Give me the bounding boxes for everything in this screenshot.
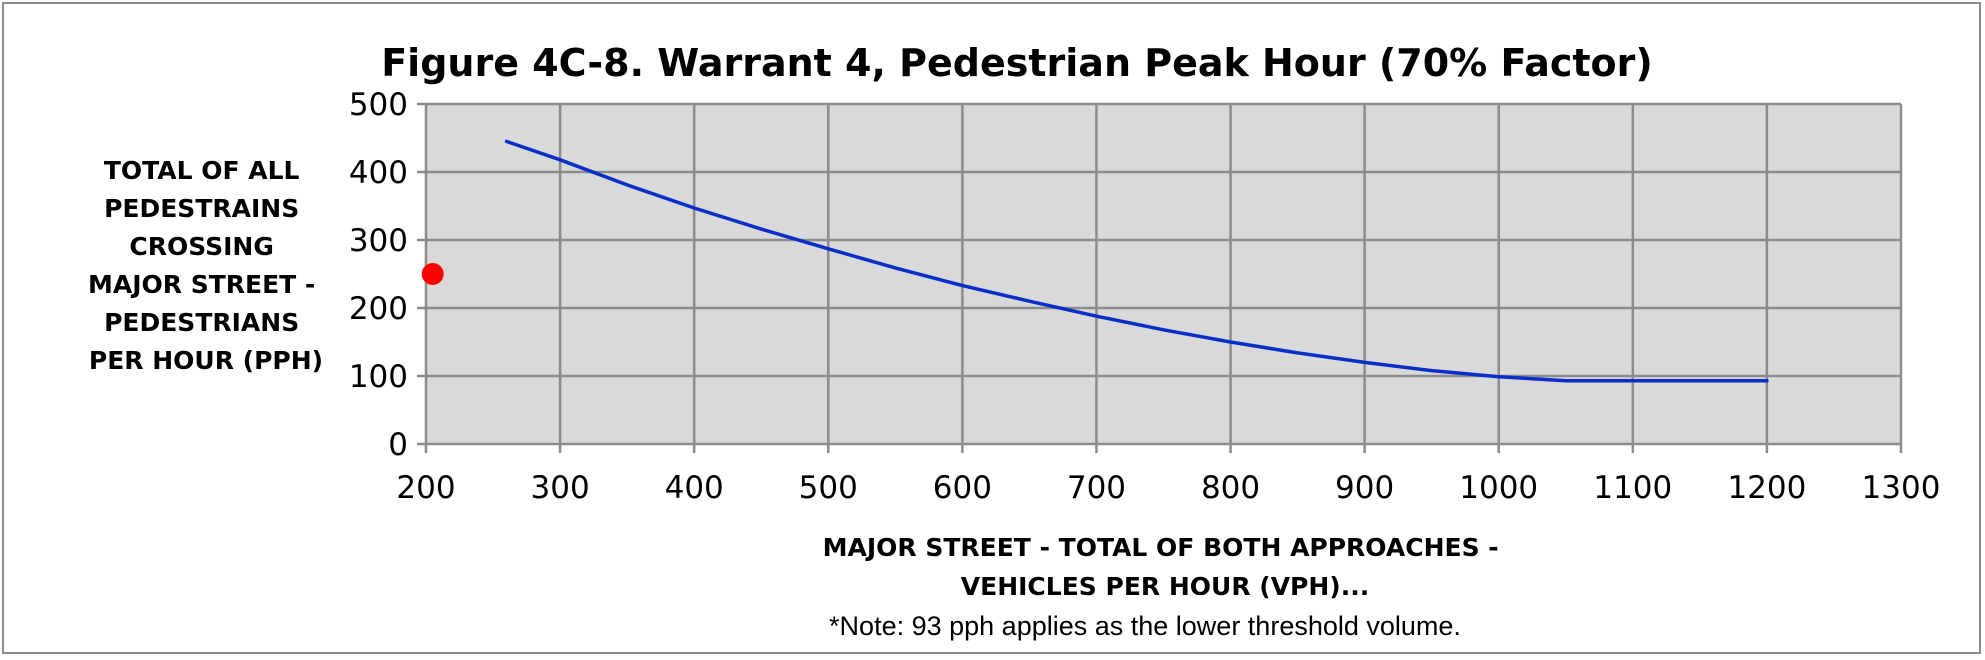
warrant-threshold-curve: [504, 139, 1769, 383]
x-axis-label-line-1: MAJOR STREET - TOTAL OF BOTH APPROACHES …: [823, 533, 1499, 562]
x-tick-label: 1300: [1862, 470, 1941, 506]
y-axis-label-line-3: CROSSING: [129, 232, 273, 261]
y-axis-label-line-1: TOTAL OF ALL: [104, 156, 300, 185]
x-tick-label: 900: [1335, 470, 1394, 506]
y-tick-label: 300: [349, 223, 408, 259]
x-axis-label-line-2: VEHICLES PER HOUR (VPH)...: [961, 572, 1369, 601]
y-tick-label: 0: [388, 427, 408, 463]
chart-title: Figure 4C-8. Warrant 4, Pedestrian Peak …: [381, 41, 1653, 85]
x-tick-label: 600: [933, 470, 992, 506]
y-axis-label-line-4: MAJOR STREET -: [88, 270, 315, 299]
x-tick-label: 500: [799, 470, 858, 506]
x-tick-label: 800: [1201, 470, 1260, 506]
data-point: [421, 263, 444, 285]
y-axis-label-line-5: PEDESTRIANS: [104, 308, 299, 337]
series-group: [421, 139, 1769, 383]
grid: [417, 102, 1903, 453]
y-tick-label: 100: [349, 359, 408, 395]
y-axis-label-line-2: PEDESTRAINS: [104, 194, 299, 223]
y-tick-label: 400: [349, 155, 408, 191]
x-tick-label: 700: [1067, 470, 1126, 506]
x-tick-label: 1000: [1459, 470, 1538, 506]
y-tick-label: 500: [349, 87, 408, 123]
x-axis-ticks: 200 300 400 500 600 700 800 900 1000 1100 1200 1300: [396, 470, 1940, 506]
plot-area: [426, 104, 1901, 444]
x-tick-label: 300: [531, 470, 590, 506]
threshold-note: *Note: 93 pph applies as the lower thres…: [829, 611, 1461, 641]
x-tick-label: 400: [665, 470, 724, 506]
x-tick-label: 200: [396, 470, 455, 506]
x-axis-label: MAJOR STREET - TOTAL OF BOTH APPROACHES …: [823, 533, 1508, 601]
y-axis-ticks: 0 100 200 300 400 500: [349, 87, 408, 463]
chart: Figure 4C-8. Warrant 4, Pedestrian Peak …: [88, 41, 1940, 641]
y-tick-label: 200: [349, 291, 408, 327]
y-axis-label: TOTAL OF ALL PEDESTRAINS CROSSING MAJOR …: [88, 156, 324, 375]
x-tick-label: 1100: [1593, 470, 1672, 506]
x-tick-label: 1200: [1727, 470, 1806, 506]
y-axis-label-line-6: PER HOUR (PPH): [89, 346, 323, 375]
